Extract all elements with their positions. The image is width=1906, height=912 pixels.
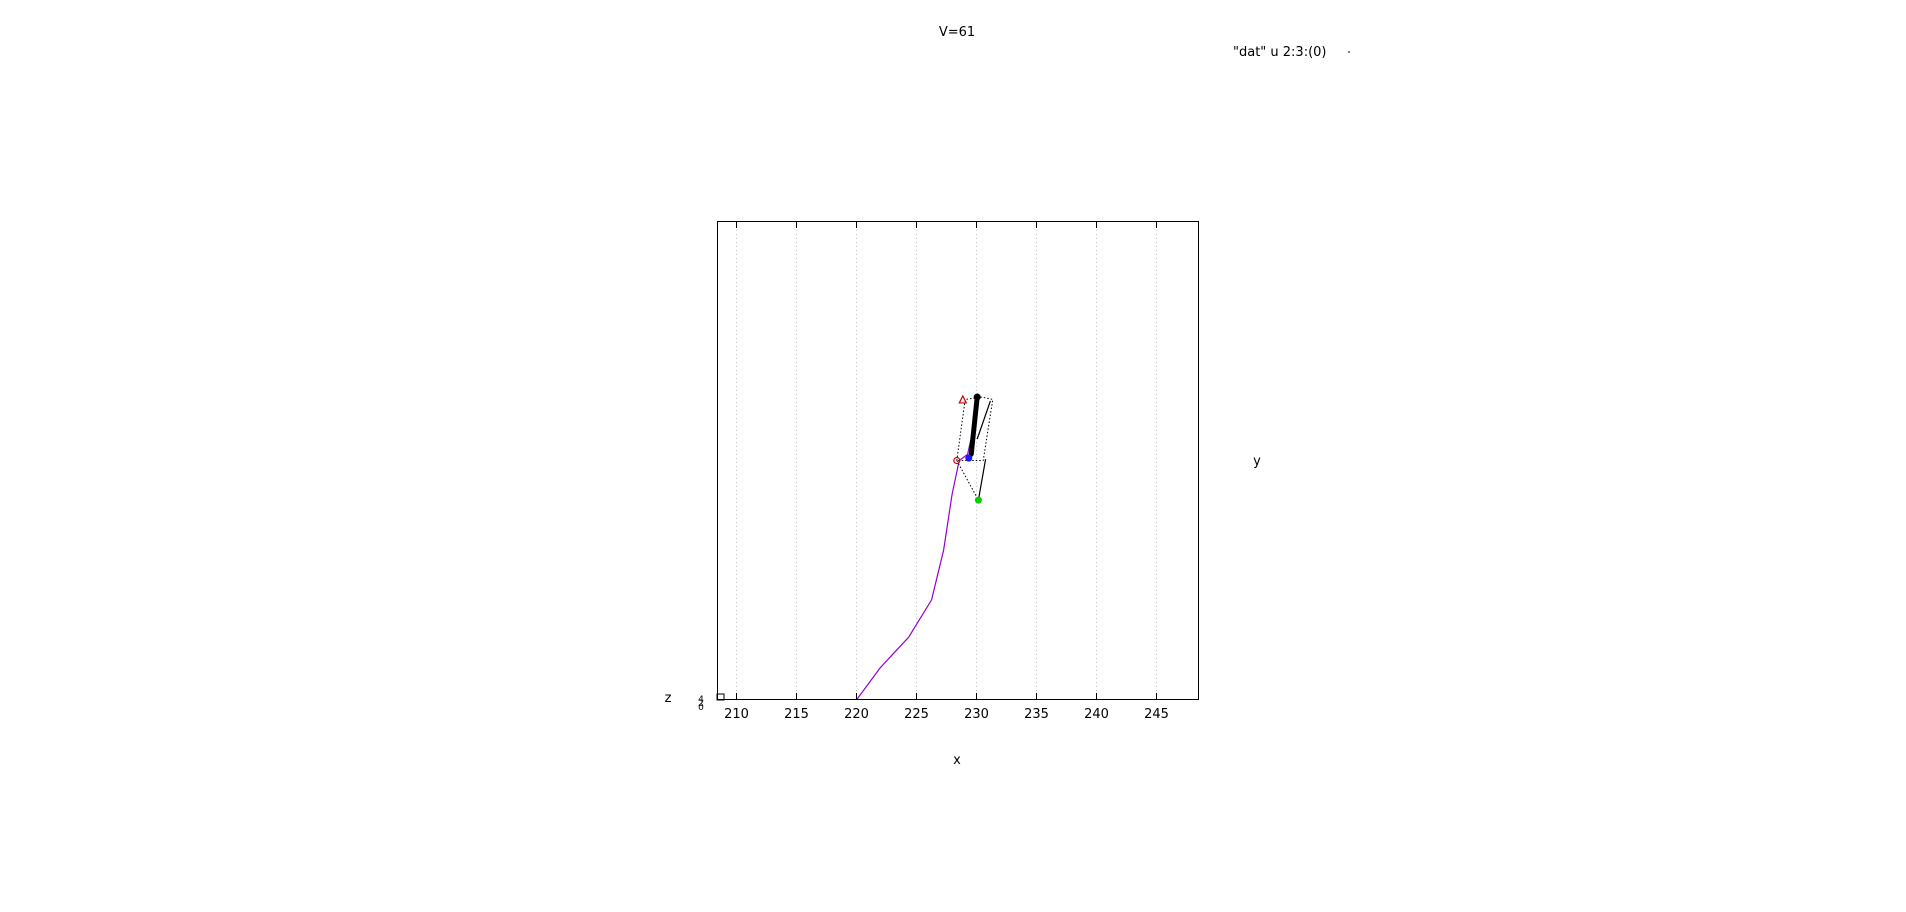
series-lower-link <box>977 458 987 501</box>
series-diagonal <box>956 460 979 501</box>
marker-point <box>973 393 981 401</box>
series-box-outline <box>956 396 994 461</box>
y-axis-label: y <box>1253 454 1261 469</box>
x-axis-label: x <box>953 753 961 768</box>
z-axis-label: z <box>665 691 672 706</box>
x-axis-ticks: 210 215 220 225 230 235 240 245 <box>724 222 1169 722</box>
x-tick-label: 245 <box>1144 707 1169 722</box>
series-layer <box>856 394 994 700</box>
marker-point <box>965 454 973 462</box>
marker-point <box>974 496 982 504</box>
x-tick-label: 220 <box>844 707 869 722</box>
x-tick-label: 215 <box>784 707 809 722</box>
series-thin-link <box>976 400 991 440</box>
series-trajectory <box>856 437 972 700</box>
plot-border <box>717 221 1199 700</box>
marker-point <box>958 394 968 404</box>
svg-text:4: 4 <box>698 695 704 705</box>
series-bold-link <box>968 394 980 457</box>
markers-layer <box>953 393 982 504</box>
x-tick-label: 235 <box>1024 707 1049 722</box>
x-tick-label: 225 <box>904 707 929 722</box>
svg-text:2: 2 <box>698 699 704 709</box>
x-tick-label: 230 <box>964 707 989 722</box>
z-axis-stub: 4 2 0 <box>698 693 725 713</box>
svg-text:0: 0 <box>698 703 704 713</box>
grid <box>736 222 1157 699</box>
x-tick-label: 240 <box>1084 707 1109 722</box>
chart-title: V=61 <box>939 25 975 40</box>
marker-point <box>953 456 961 465</box>
x-tick-label: 210 <box>724 707 749 722</box>
legend-entry: "dat" u 2:3:(0) <box>1233 45 1327 60</box>
